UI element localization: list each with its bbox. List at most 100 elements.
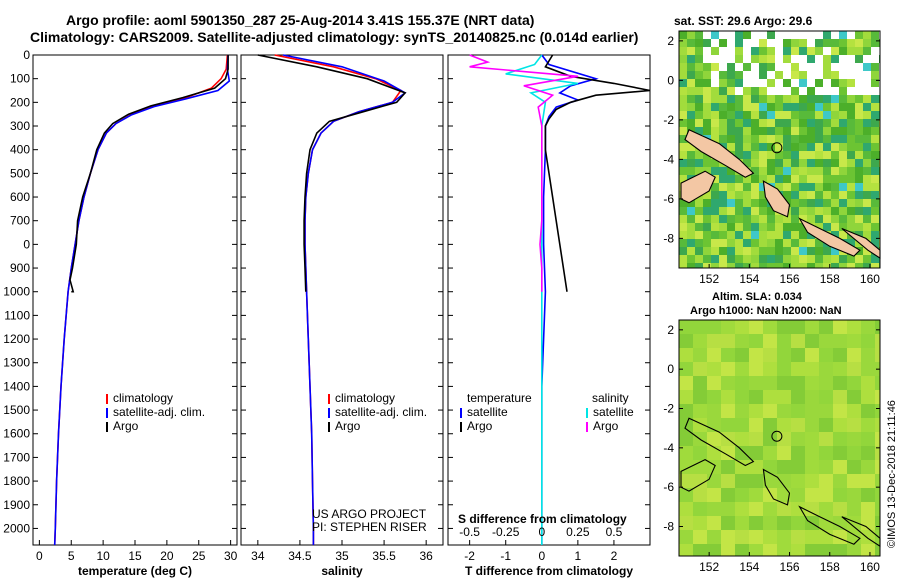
sst-map-cell — [871, 87, 879, 95]
sst-map-cell — [735, 255, 743, 263]
sst-map-cell — [807, 191, 815, 199]
sst-map-cell — [831, 79, 839, 87]
sla-map-cell — [693, 376, 707, 390]
sst-map-cell — [695, 103, 703, 111]
panel2-series-climatology — [274, 54, 403, 545]
sst-map-cell — [767, 223, 775, 231]
sst-map-cell — [799, 183, 807, 191]
sla-map-cell — [875, 530, 880, 544]
sst-map-cell — [839, 31, 847, 39]
sst-map-cell — [799, 111, 807, 119]
sla-map-cell — [749, 516, 763, 530]
sst-map-cell — [799, 135, 807, 143]
sst-map-cell — [695, 263, 703, 268]
sst-map-cell — [863, 223, 871, 231]
sst-map-cell — [839, 111, 847, 119]
sla-map-cell — [777, 530, 791, 544]
sst-map-cell — [751, 87, 759, 95]
panel2-legend-climatology: climatology — [335, 391, 395, 405]
sst-map-cell — [703, 79, 711, 87]
sst-map-cell — [743, 207, 751, 215]
panel1-series-argo — [69, 55, 229, 293]
sst-map-cell — [855, 55, 863, 63]
sst-map-cell — [807, 119, 815, 127]
sst-map-cell — [815, 47, 823, 55]
panel3-top-xtick-label: 0.25 — [566, 525, 590, 539]
sst-map-cell — [759, 135, 767, 143]
panel2-frame — [240, 54, 444, 546]
sst-map-cell — [711, 79, 719, 87]
sst-map-cell — [807, 47, 815, 55]
sst-map-cell — [687, 31, 695, 39]
sst-map-cell — [711, 55, 719, 63]
sst-map-cell — [727, 183, 735, 191]
sla-map-cell — [819, 390, 833, 404]
sla-map-cell — [777, 460, 791, 474]
sla-map-land — [684, 417, 755, 467]
panel2-xtick-label: 34.5 — [288, 549, 312, 563]
sst-map-cell — [711, 95, 719, 103]
depth-tick-label: 900 — [10, 261, 30, 275]
depth-tick-label: 1300 — [3, 356, 30, 370]
panel3-series-temperature-satellite — [540, 54, 599, 545]
sst-map-cell — [751, 135, 759, 143]
sst-map-cell — [815, 175, 823, 183]
sla-map-cell — [679, 390, 693, 404]
sla-map-cell — [735, 530, 749, 544]
sst-map-cell — [775, 87, 783, 95]
sla-map-xtick-label: 156 — [780, 560, 800, 574]
sla-map-cell — [707, 432, 721, 446]
sst-map-xtick-label: 154 — [739, 272, 759, 286]
sla-map-cell — [861, 544, 875, 556]
sst-map-cell — [863, 31, 871, 39]
sla-map-cell — [721, 488, 735, 502]
sst-map-cell — [727, 95, 735, 103]
sla-map-cell — [763, 530, 777, 544]
sla-map-cell — [749, 390, 763, 404]
sst-map-cell — [759, 111, 767, 119]
sla-map-cell — [749, 544, 763, 556]
sla-map-cell — [861, 404, 875, 418]
sst-map-cell — [855, 135, 863, 143]
sst-map-cell — [743, 39, 751, 47]
sst-map-cell — [695, 255, 703, 263]
sst-map-cell — [727, 191, 735, 199]
sst-map-cell — [783, 175, 791, 183]
sst-map-cell — [855, 31, 863, 39]
sst-map-cell — [703, 159, 711, 167]
sst-map-cell — [831, 55, 839, 63]
sla-map-cell — [735, 418, 749, 432]
sst-map-cell — [695, 239, 703, 247]
sst-map-ytick-label: -6 — [663, 192, 674, 206]
sst-map-cell — [783, 95, 791, 103]
sst-map-cell — [839, 207, 847, 215]
sst-map-cell — [807, 207, 815, 215]
sst-map-cell — [791, 215, 799, 223]
sst-map-cell — [783, 119, 791, 127]
sst-map-cell — [687, 39, 695, 47]
sst-map-cell — [751, 255, 759, 263]
sla-map-ytick-label: -4 — [663, 441, 674, 455]
sst-map-cell — [831, 103, 839, 111]
sla-map-cell — [819, 544, 833, 556]
sla-map-cell — [819, 320, 833, 334]
sla-map-cell — [749, 460, 763, 474]
panel3-series-salinity-satellite — [505, 54, 579, 545]
sla-map-cell — [819, 362, 833, 376]
sst-map-cell — [759, 215, 767, 223]
sst-map-cell — [815, 95, 823, 103]
sla-map-cell — [791, 446, 805, 460]
panel2-xtick-label: 34 — [251, 549, 265, 563]
sla-map-cell — [749, 418, 763, 432]
sst-map-cell — [775, 103, 783, 111]
sla-map-cell — [791, 404, 805, 418]
panel1-xtick-label: 15 — [128, 549, 142, 563]
sst-map-cell — [807, 127, 815, 135]
sst-map-cell — [791, 199, 799, 207]
sst-map-cell — [839, 231, 847, 239]
sst-map-cell — [679, 47, 687, 55]
sla-map-cell — [735, 376, 749, 390]
sst-map-cell — [799, 143, 807, 151]
sst-map-cell — [839, 127, 847, 135]
sst-map-cell — [783, 255, 791, 263]
